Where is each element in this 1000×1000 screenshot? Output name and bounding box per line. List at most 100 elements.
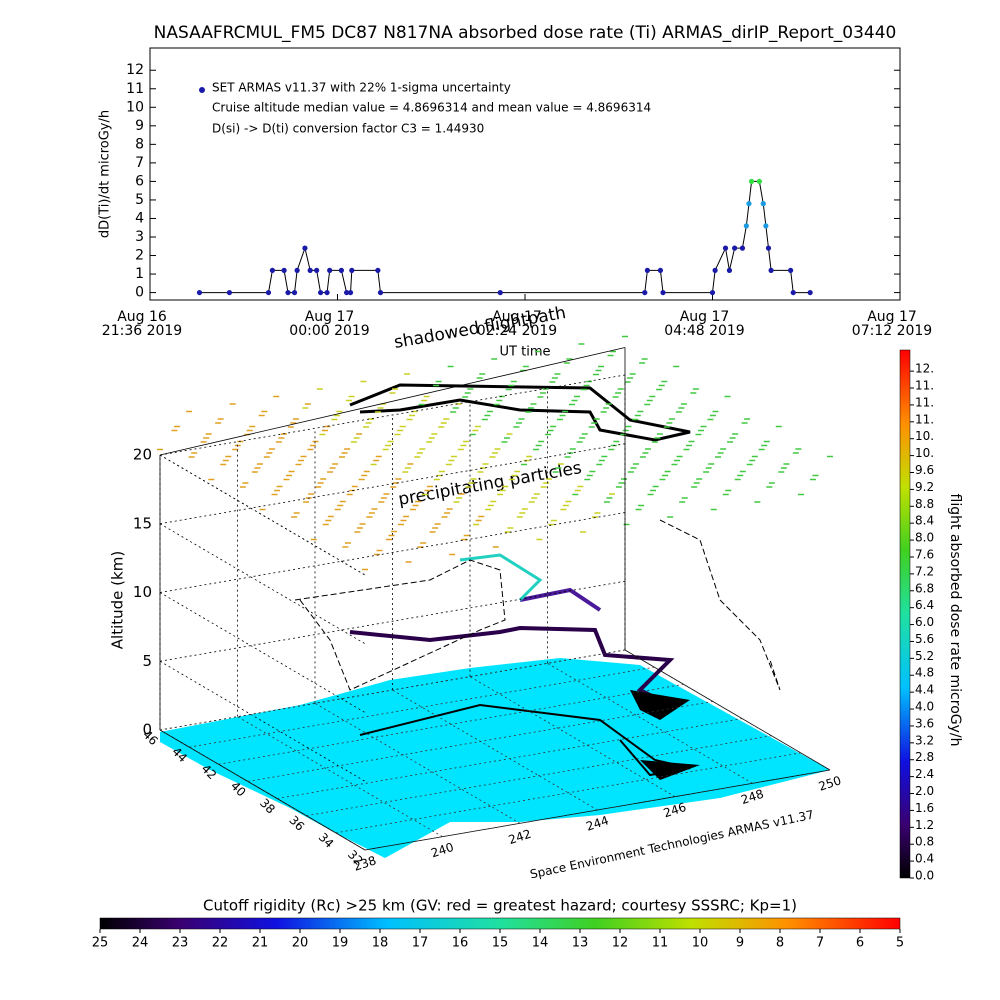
title: NASAAFRCMUL_FM5 DC87 N817NA absorbed dos…	[154, 23, 897, 43]
y-tick-label: 3	[135, 229, 144, 245]
annotation: D(si) -> D(ti) conversion factor C3 = 1.…	[212, 122, 484, 136]
flight-path	[349, 383, 691, 442]
colorbar-tick-label: 13	[572, 936, 589, 951]
colorbar-tick-label: 6.0	[915, 615, 934, 629]
data-point	[302, 245, 308, 251]
annotation: Space Environment Technologies ARMAS v11…	[529, 808, 815, 882]
colorbar-tick-label: 7	[816, 936, 824, 951]
data-point	[338, 267, 345, 273]
colorbar-tick-label: 14	[532, 936, 549, 951]
grid-line	[159, 592, 366, 713]
x-tick-label: 244	[584, 813, 610, 833]
x-tick-label: Aug 17	[867, 309, 917, 325]
colorbar-tick-label: 4.4	[915, 683, 934, 697]
data-point	[642, 289, 648, 296]
x-tick-label: 248	[739, 787, 765, 807]
x-tick-label: 21:36 2019	[102, 323, 182, 339]
data-point	[327, 267, 333, 273]
x-tick-label: 246	[662, 800, 688, 820]
data-point	[307, 267, 313, 273]
x-tick-label: Aug 17	[305, 309, 355, 325]
colorbar-tick-label: 11	[652, 936, 669, 951]
colorbar-tick-label: 6.8	[915, 581, 934, 595]
data-point	[788, 267, 794, 273]
colorbar-tick-label: 17	[412, 936, 429, 951]
colorbar-tick-label: 8.0	[915, 531, 934, 545]
colorbar-tick-label: 10.	[915, 446, 934, 460]
x-tick-label: 242	[507, 827, 533, 847]
grid-line	[247, 701, 713, 782]
annotation: Cruise altitude median value = 4.8696314…	[212, 101, 651, 115]
y-tick-label: 36	[286, 813, 307, 834]
y-tick-label: 5	[135, 192, 144, 208]
data-point	[768, 267, 774, 273]
data-point	[739, 245, 746, 251]
data-point	[269, 267, 275, 273]
x-tick-label: Aug 17	[680, 309, 730, 325]
data-point	[807, 289, 813, 296]
colorbar-tick-label: 18	[372, 936, 389, 951]
data-point	[377, 289, 384, 296]
colorbar-tick-label: 23	[172, 936, 189, 951]
grid-line	[306, 735, 772, 817]
data-point	[344, 289, 350, 296]
axis-line	[159, 347, 626, 456]
colorbar-tick-label: 1.2	[915, 818, 934, 832]
y-tick-label: 0	[135, 285, 144, 301]
colorbar-tick-label: 9	[736, 936, 744, 951]
z-tick-label: 15	[133, 514, 152, 532]
y-tick-label: 2	[135, 248, 144, 264]
colorbar-tick-label: 15	[492, 936, 509, 951]
colorbar-tick-label: 0.0	[915, 869, 934, 883]
x-tick-label: 238	[352, 853, 378, 873]
colorbar-tick-label: 9.2	[915, 480, 934, 494]
data-point	[644, 267, 650, 273]
data-point	[375, 267, 381, 273]
x-axis-label: UT time	[500, 345, 551, 360]
colorbar-tick-label: 11.	[915, 395, 934, 409]
grid-line	[277, 718, 743, 799]
y-tick-label: 10	[126, 99, 144, 115]
colorbar-tick-label: 0.8	[915, 835, 934, 849]
data-point	[265, 289, 272, 296]
flight-path	[519, 587, 602, 612]
colorbar-tick-label: 8.4	[915, 514, 934, 528]
data-point	[763, 223, 769, 229]
shadow-path	[659, 519, 781, 691]
colorbar-tick-label: 1.6	[915, 801, 934, 815]
z-tick-label: 5	[142, 652, 152, 670]
colorbar-tick-label: 3.2	[915, 733, 934, 747]
flight-path	[459, 553, 543, 602]
colorbar-tick-label: 8	[776, 936, 784, 951]
z-axis-label: Altitude (km)	[109, 551, 127, 649]
data-point	[281, 267, 287, 273]
data-point	[732, 245, 738, 251]
data-point	[726, 267, 733, 273]
colorbar-tick-label: 24	[132, 936, 149, 951]
data-point	[712, 267, 718, 273]
colorbar-tick-label: 5	[896, 936, 904, 951]
colorbar-tick-label: 4.8	[915, 666, 934, 680]
colorbar-tick-label: 6	[856, 936, 864, 951]
grid-line	[159, 649, 626, 731]
data-point	[497, 289, 503, 296]
x-tick-label: Aug 17	[492, 309, 542, 325]
colorbar-tick-label: 9.6	[915, 463, 934, 477]
colorbar-tick-label: 3.6	[915, 716, 934, 730]
flight-cluster	[640, 760, 700, 780]
colorbar-tick-label: 10	[692, 936, 709, 951]
y-tick-label: 7	[135, 155, 144, 171]
data-point	[226, 289, 233, 296]
colorbar-tick-label: 2.4	[915, 767, 934, 781]
data-point	[285, 289, 291, 296]
x-tick-label: 250	[817, 773, 843, 793]
grid-line	[364, 769, 831, 851]
data-line	[199, 180, 811, 294]
grid-line	[159, 523, 366, 645]
data-point	[291, 289, 298, 296]
colorbar-tick-label: 21	[252, 936, 269, 951]
colorbar-tick-label: 16	[452, 936, 469, 951]
colorbar-tick-label: 4.0	[915, 700, 934, 714]
colorbar-tick-label: 12.	[915, 362, 934, 376]
z-tick-label: 0	[142, 721, 152, 739]
